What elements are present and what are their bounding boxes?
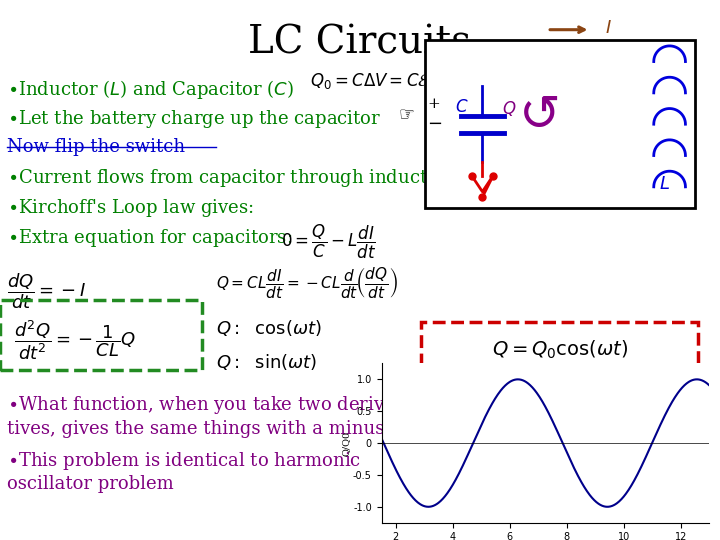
Text: $\bullet$This problem is identical to harmonic: $\bullet$This problem is identical to ha…	[7, 450, 361, 472]
Text: $\bullet$Let the battery charge up the capacitor: $\bullet$Let the battery charge up the c…	[7, 108, 382, 130]
Text: oscillator problem: oscillator problem	[7, 475, 174, 493]
Text: $0 = \dfrac{Q}{C} - L\dfrac{dI}{dt}$: $0 = \dfrac{Q}{C} - L\dfrac{dI}{dt}$	[281, 222, 377, 261]
Text: $\dfrac{d^2Q}{dt^2} = -\dfrac{1}{CL}Q$: $\dfrac{d^2Q}{dt^2} = -\dfrac{1}{CL}Q$	[14, 319, 137, 362]
Text: $C$: $C$	[455, 99, 469, 117]
Y-axis label: Q/Q0: Q/Q0	[341, 430, 350, 456]
Text: $\bullet$Kirchoff's Loop law gives:: $\bullet$Kirchoff's Loop law gives:	[7, 197, 254, 219]
Text: LC Circuits: LC Circuits	[248, 24, 472, 62]
Text: tives, gives the same things with a minus sign?: tives, gives the same things with a minu…	[7, 420, 438, 438]
Text: $\bullet$Inductor ($L$) and Capacitor ($C$): $\bullet$Inductor ($L$) and Capacitor ($…	[7, 78, 294, 102]
FancyBboxPatch shape	[421, 322, 698, 381]
Text: −: −	[427, 115, 442, 133]
Text: $\bullet$Current flows from capacitor through inductor: $\bullet$Current flows from capacitor th…	[7, 167, 448, 190]
Text: $Q:\ \ \cos(\omega t)$: $Q:\ \ \cos(\omega t)$	[216, 318, 322, 338]
Text: $\bullet$Extra equation for capacitors:: $\bullet$Extra equation for capacitors:	[7, 227, 292, 249]
Text: ↺: ↺	[519, 92, 561, 140]
Text: $I$: $I$	[605, 19, 611, 37]
Text: $Q:\ \ \sin(\omega t)$: $Q:\ \ \sin(\omega t)$	[216, 352, 318, 372]
Text: Now flip the switch: Now flip the switch	[7, 138, 185, 156]
Text: $Q = CL\dfrac{dI}{dt} = -CL\dfrac{d}{dt}\!\left(\dfrac{dQ}{dt}\right)$: $Q = CL\dfrac{dI}{dt} = -CL\dfrac{d}{dt}…	[216, 265, 398, 300]
Text: $Q$: $Q$	[502, 98, 516, 118]
Bar	[425, 40, 695, 208]
Text: $Q_0 = C\Delta V = C\mathcal{E}$: $Q_0 = C\Delta V = C\mathcal{E}$	[310, 71, 429, 91]
Text: $\bullet$What function, when you take two deriva-: $\bullet$What function, when you take tw…	[7, 394, 402, 416]
Text: +: +	[427, 97, 440, 111]
Text: $Q = Q_0\cos(\omega t)$: $Q = Q_0\cos(\omega t)$	[492, 339, 629, 361]
Text: ☞: ☞	[399, 105, 415, 124]
Text: $L$: $L$	[659, 174, 670, 193]
Text: $\dfrac{dQ}{dt} = -I$: $\dfrac{dQ}{dt} = -I$	[7, 271, 86, 310]
